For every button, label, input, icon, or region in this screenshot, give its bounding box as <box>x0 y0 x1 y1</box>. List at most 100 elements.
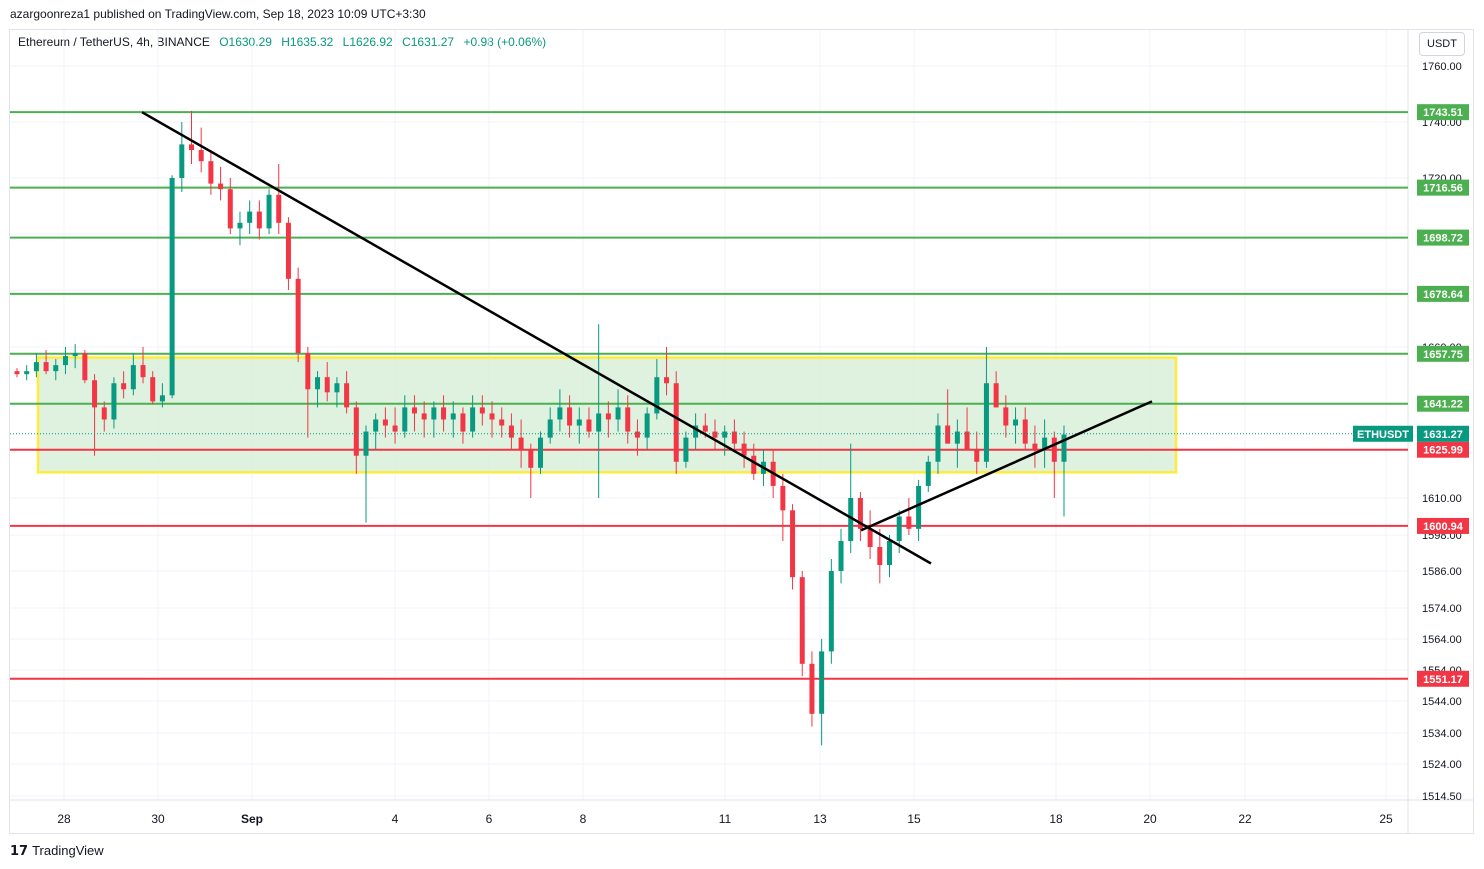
tradingview-logo[interactable]: 17 TradingView <box>10 843 104 859</box>
y-tick-label: 1564.00 <box>1422 634 1462 646</box>
candle-body <box>140 365 146 378</box>
candle-body <box>24 371 30 375</box>
candle-body <box>1051 437 1057 462</box>
legend-close: C1631.27 <box>402 35 455 49</box>
candle-body <box>1032 443 1038 450</box>
candle-body <box>344 383 350 408</box>
candle-body <box>1013 419 1019 426</box>
candle-body <box>518 437 524 450</box>
x-tick-label: 13 <box>813 812 827 826</box>
candle-body <box>712 431 718 438</box>
x-tick-label: Sep <box>241 812 263 826</box>
candle-body <box>499 419 505 426</box>
y-tick-label: 1760.00 <box>1422 61 1462 73</box>
level-label: 1551.17 <box>1423 674 1463 686</box>
candle-body <box>266 194 272 229</box>
y-tick-label: 1610.00 <box>1422 493 1462 505</box>
candle-body <box>615 407 621 420</box>
candle-body <box>402 407 408 432</box>
trendline-down <box>141 111 932 565</box>
level-label-bg <box>1417 229 1469 246</box>
candle-body <box>964 431 970 450</box>
candle-body <box>237 222 243 229</box>
level-label-bg <box>1417 395 1469 412</box>
candle-body <box>441 407 447 420</box>
candle-body <box>1003 407 1009 426</box>
candle-body <box>460 413 466 432</box>
candle-body <box>285 222 291 279</box>
x-tick-label: 22 <box>1238 812 1252 826</box>
candle-body <box>605 413 611 420</box>
level-label: 1698.72 <box>1423 233 1463 245</box>
candle-body <box>848 498 854 541</box>
candle-body <box>169 178 175 396</box>
candle-body <box>547 419 553 438</box>
ticker-label: ETHUSDT <box>1357 429 1409 441</box>
candle-body <box>634 431 640 438</box>
level-label: 1600.94 <box>1423 521 1464 533</box>
x-tick-label: 11 <box>719 812 732 826</box>
candle-body <box>809 663 815 714</box>
candle-body <box>411 407 417 414</box>
candle-body <box>722 431 728 438</box>
legend-open: O1630.29 <box>219 35 272 49</box>
level-label: 1678.64 <box>1423 289 1464 301</box>
currency-button[interactable]: USDT <box>1419 32 1465 56</box>
candle-body <box>828 571 834 652</box>
y-tick-label: 1534.00 <box>1422 728 1462 740</box>
candle-body <box>247 211 253 223</box>
candle-body <box>557 407 563 420</box>
candle-body <box>741 443 747 456</box>
candle-body <box>683 437 689 462</box>
candle-body <box>363 431 369 456</box>
candle-body <box>751 455 757 474</box>
candle-body <box>896 516 902 541</box>
candle-body <box>373 419 379 432</box>
candle-body <box>702 425 708 432</box>
candle-body <box>790 510 796 578</box>
candle-body <box>528 449 534 468</box>
candle-body <box>150 377 156 402</box>
level-label: 1657.75 <box>1423 349 1463 361</box>
candle-body <box>489 413 495 420</box>
level-label-bg <box>1417 670 1469 687</box>
candle-body <box>596 413 602 432</box>
candle-body <box>644 413 650 438</box>
candle-body <box>780 485 786 511</box>
level-label-bg <box>1417 441 1469 458</box>
x-tick-label: 18 <box>1049 812 1063 826</box>
candle-body <box>421 413 427 420</box>
legend-change: +0.98 (+0.06%) <box>463 35 547 49</box>
candle-body <box>586 419 592 432</box>
candle-body <box>887 541 892 565</box>
candle-body <box>576 419 582 426</box>
chart-legend: Ethereum / TetherUS, 4h, BINANCE O1630.2… <box>18 35 546 49</box>
last-price-label: 1631.27 <box>1423 429 1463 441</box>
level-label-bg <box>1417 285 1469 302</box>
candle-body <box>353 407 359 456</box>
candle-body <box>731 431 737 444</box>
candle-body <box>189 144 194 150</box>
candle-body <box>92 380 98 408</box>
x-tick-label: 28 <box>57 812 71 826</box>
candle-body <box>324 377 330 393</box>
y-tick-label: 1544.00 <box>1422 696 1462 708</box>
x-tick-label: 8 <box>580 812 587 826</box>
candle-body <box>673 383 679 462</box>
legend-symbol[interactable]: Ethereum / TetherUS, 4h, BINANCE <box>18 35 210 49</box>
candle-body <box>1061 434 1067 462</box>
y-tick-label: 1514.50 <box>1422 791 1462 803</box>
candle-body <box>179 144 185 178</box>
candle-body <box>819 651 825 714</box>
candle-body <box>906 516 912 529</box>
candle-body <box>305 353 311 390</box>
candle-body <box>43 362 49 372</box>
candle-body <box>218 183 224 190</box>
tradingview-logo-icon: 17 <box>10 844 29 859</box>
candle-body <box>111 383 117 420</box>
candle-body <box>72 353 78 357</box>
x-tick-label: 25 <box>1379 812 1393 826</box>
tradingview-brand: TradingView <box>32 843 104 858</box>
level-label: 1625.99 <box>1423 445 1463 457</box>
